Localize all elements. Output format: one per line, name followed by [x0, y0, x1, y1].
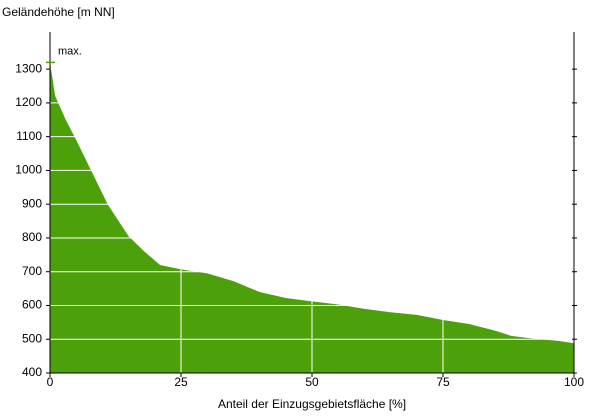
y-tick-label: 500 — [22, 331, 42, 345]
y-axis-label: Geländehöhe [m NN] — [2, 5, 115, 19]
y-tick-label: 1300 — [15, 61, 42, 75]
y-tick-label: 600 — [22, 298, 42, 312]
y-tick-label: 700 — [22, 264, 42, 278]
x-tick-label: 25 — [174, 375, 188, 389]
y-tick-label: 1200 — [15, 95, 42, 109]
y-tick-label: 400 — [22, 365, 42, 379]
y-tick-label: 800 — [22, 230, 42, 244]
x-axis-label: Anteil der Einzugsgebietsfläche [%] — [218, 397, 406, 411]
y-tick-label: 900 — [22, 196, 42, 210]
x-tick-label: 0 — [47, 375, 54, 389]
x-tick-label: 75 — [436, 375, 450, 389]
y-tick-label: 1100 — [16, 129, 42, 143]
x-tick-label: 100 — [564, 375, 584, 389]
y-tick-label: 1000 — [15, 163, 42, 177]
x-tick-label: 50 — [305, 375, 319, 389]
annotation: max. — [58, 45, 82, 57]
